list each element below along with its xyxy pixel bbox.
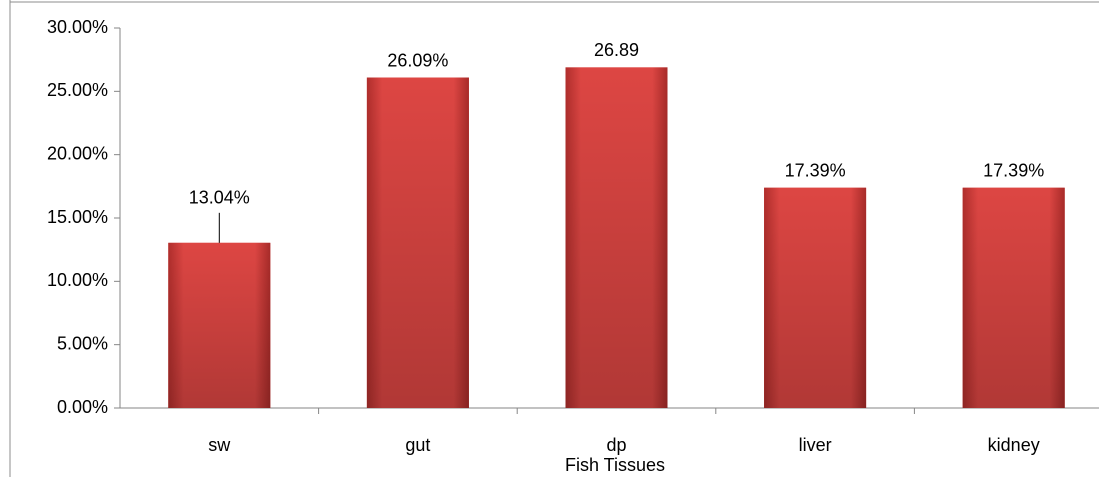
data-label: 26.09% (387, 50, 448, 70)
x-axis-title: Fish Tissues (565, 455, 665, 475)
bar-shading (764, 187, 867, 408)
x-tick-label: liver (799, 435, 832, 455)
y-tick-label: 30.00% (47, 17, 108, 37)
y-tick-label: 25.00% (47, 80, 108, 100)
y-tick-label: 10.00% (47, 270, 108, 290)
bar-shading (168, 242, 271, 408)
x-tick-label: gut (405, 435, 430, 455)
data-label: 26.89 (594, 40, 639, 60)
bar-shading (565, 67, 668, 408)
y-tick-label: 0.00% (57, 397, 108, 417)
y-tick-label: 20.00% (47, 143, 108, 163)
bar-shading (962, 187, 1065, 408)
y-tick-label: 5.00% (57, 333, 108, 353)
y-tick-label: 15.00% (47, 207, 108, 227)
x-tick-label: sw (208, 435, 231, 455)
data-label: 17.39% (785, 160, 846, 180)
data-label: 13.04% (189, 188, 250, 208)
x-tick-label: kidney (988, 435, 1040, 455)
bar-shading (366, 77, 469, 408)
data-label: 17.39% (983, 160, 1044, 180)
x-tick-label: dp (606, 435, 626, 455)
